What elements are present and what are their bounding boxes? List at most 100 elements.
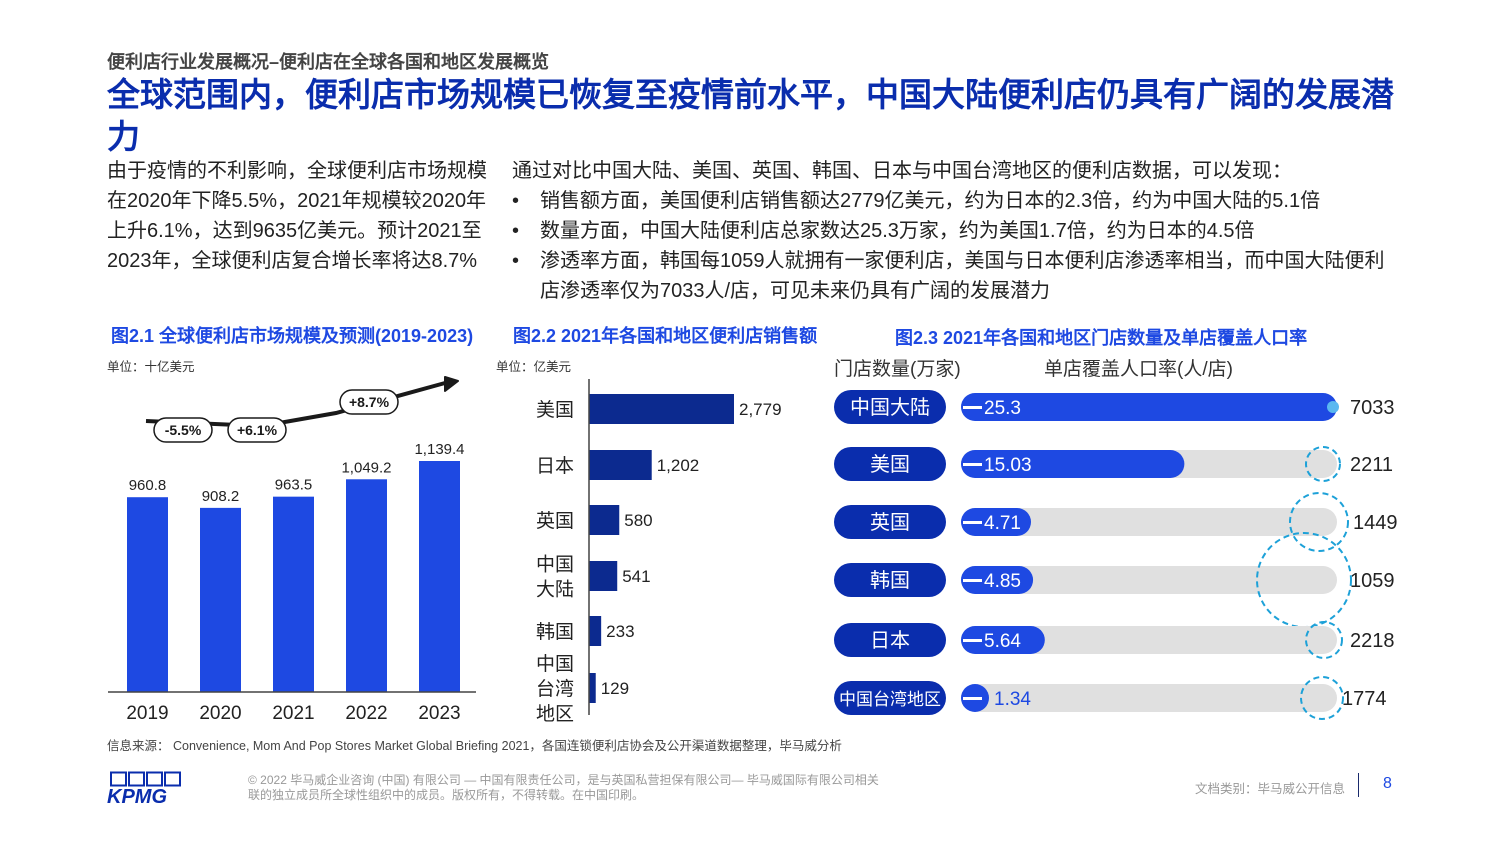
fig1-title: 图2.1 全球便利店市场规模及预测(2019-2023) [111, 326, 474, 346]
findings-lead: 通过对比中国大陆、美国、英国、韩国、日本与中国台湾地区的便利店数据，可以发现： [512, 160, 1292, 182]
copyright-notice: © 2022 毕马威企业咨询 (中国) 有限公司 — 中国有限责任公司，是与英国… [248, 773, 879, 802]
intro-paragraph: 由于疫情的不利影响，全球便利店市场规模在2020年下降5.5%，2021年规模较… [107, 160, 487, 272]
sales-bar [589, 450, 652, 480]
findings-list: 销售额方面，美国便利店销售额达2779亿美元，约为日本的2.3倍，约为中国大陆的… [512, 186, 1402, 306]
region-pill [834, 623, 946, 657]
market-bar [419, 461, 460, 692]
coverage-value-label: 2211 [1350, 454, 1393, 476]
store-count-value: 5.64 [984, 631, 1021, 652]
sales-region-label: 大陆 [536, 579, 574, 601]
coverage-track [961, 508, 1337, 536]
fig3-legend-store-count: 门店数量(万家) [834, 359, 961, 380]
store-count-bar [961, 626, 1045, 654]
store-count-value: 4.85 [984, 571, 1021, 592]
coverage-value-label: 2218 [1350, 630, 1395, 652]
region-pill-label: 中国台湾地区 [839, 690, 941, 709]
market-bar [346, 479, 387, 692]
finding-bullet: 数量方面，中国大陆便利店总家数达25.3万家，约为美国1.7倍，约为日本的4.5… [512, 216, 1402, 246]
kpmg-logo-text: KPMG [107, 786, 167, 807]
sales-region-label: 韩国 [536, 621, 574, 643]
coverage-value-label: 1449 [1353, 512, 1398, 534]
market-value-label: 963.5 [275, 477, 313, 494]
market-year-label: 2019 [126, 703, 168, 724]
market-bar [127, 497, 168, 692]
market-year-label: 2023 [418, 703, 460, 724]
sales-region-label: 日本 [536, 455, 574, 477]
sales-value-label: 580 [624, 511, 652, 530]
sales-region-label: 中国 [536, 554, 574, 576]
region-pill [834, 390, 946, 424]
coverage-circle [1300, 676, 1344, 720]
sales-region-label: 英国 [536, 510, 574, 532]
store-count-bar [961, 566, 1034, 594]
fig3-legend-coverage: 单店覆盖人口率(人/店) [1044, 359, 1233, 380]
coverage-value-label: 7033 [1350, 397, 1395, 419]
region-pill-label: 美国 [870, 453, 910, 476]
market-value-label: 1,139.4 [414, 441, 464, 458]
store-count-value: 1.34 [994, 689, 1031, 710]
store-count-tick [963, 406, 982, 409]
market-bar [200, 507, 241, 692]
source-note: 信息来源： Convenience, Mom And Pop Stores Ma… [107, 739, 842, 753]
finding-bullet: 渗透率方面，韩国每1059人就拥有一家便利店，美国与日本便利店渗透率相当，而中国… [512, 246, 1402, 306]
sales-bar [589, 673, 596, 703]
sales-region-label: 地区 [536, 703, 574, 725]
sales-bar [589, 561, 618, 591]
store-count-tick [963, 639, 982, 642]
store-count-bar [961, 508, 1031, 536]
region-pill-label: 中国大陆 [850, 396, 930, 419]
coverage-circle [1327, 401, 1339, 413]
sales-bar [589, 505, 620, 535]
store-count-bar [961, 450, 1185, 478]
market-bar [273, 496, 314, 692]
region-pill-label: 日本 [870, 629, 910, 652]
store-count-value: 15.03 [984, 455, 1032, 476]
coverage-track [961, 626, 1337, 654]
coverage-value-label: 1774 [1342, 688, 1387, 710]
growth-rate-pill [153, 417, 213, 443]
findings-block: 通过对比中国大陆、美国、英国、韩国、日本与中国台湾地区的便利店数据，可以发现： … [512, 156, 1402, 306]
market-value-label: 908.2 [202, 488, 240, 505]
region-pill [834, 447, 946, 481]
growth-rate-pill [227, 417, 287, 443]
sales-value-label: 233 [606, 622, 634, 641]
fig2-unit: 单位：亿美元 [496, 360, 572, 374]
sales-value-label: 1,202 [657, 456, 700, 475]
store-count-value: 4.71 [984, 513, 1021, 534]
page-kicker: 便利店行业发展概况–便利店在全球各国和地区发展概览 [107, 52, 550, 72]
sales-region-label: 中国 [536, 653, 574, 675]
chart-global-market-size: 960.8 2019 908.2 2020 963.5 2021 1,049.2 2022 1,… [108, 376, 476, 724]
sales-bar [589, 616, 602, 646]
coverage-track [961, 566, 1337, 594]
growth-arrow-head [444, 376, 459, 392]
market-year-label: 2020 [199, 703, 241, 724]
page-number: 8 [1383, 775, 1392, 792]
store-count-tick [963, 463, 982, 466]
region-pill-label: 英国 [870, 511, 910, 534]
store-count-tick [963, 521, 982, 524]
market-year-label: 2021 [272, 703, 314, 724]
sales-region-label: 台湾 [536, 678, 574, 700]
fig1-unit: 单位：十亿美元 [107, 360, 195, 374]
sales-bar [589, 394, 734, 424]
market-year-label: 2022 [345, 703, 387, 724]
sales-value-label: 2,779 [739, 400, 782, 419]
growth-rate-label: +8.7% [349, 394, 390, 410]
document-classification: 文档类别：毕马威公开信息 [1195, 782, 1346, 796]
growth-rate-pill [339, 389, 399, 415]
market-value-label: 960.8 [129, 477, 167, 494]
growth-rate-label: +6.1% [237, 422, 278, 438]
coverage-circle [1305, 621, 1343, 659]
region-pill [834, 681, 946, 715]
region-pill [834, 505, 946, 539]
market-value-label: 1,049.2 [341, 459, 391, 476]
store-count-tick [963, 579, 982, 582]
coverage-track [961, 684, 1337, 712]
footer-divider [1358, 773, 1359, 797]
region-pill [834, 563, 946, 597]
page-headline: 全球范围内，便利店市场规模已恢复至疫情前水平，中国大陆便利店仍具有广阔的发展潜力 [107, 76, 1394, 155]
store-count-tick [963, 697, 982, 700]
coverage-circle [1305, 446, 1341, 482]
finding-bullet: 销售额方面，美国便利店销售额达2779亿美元，约为日本的2.3倍，约为中国大陆的… [512, 186, 1402, 216]
